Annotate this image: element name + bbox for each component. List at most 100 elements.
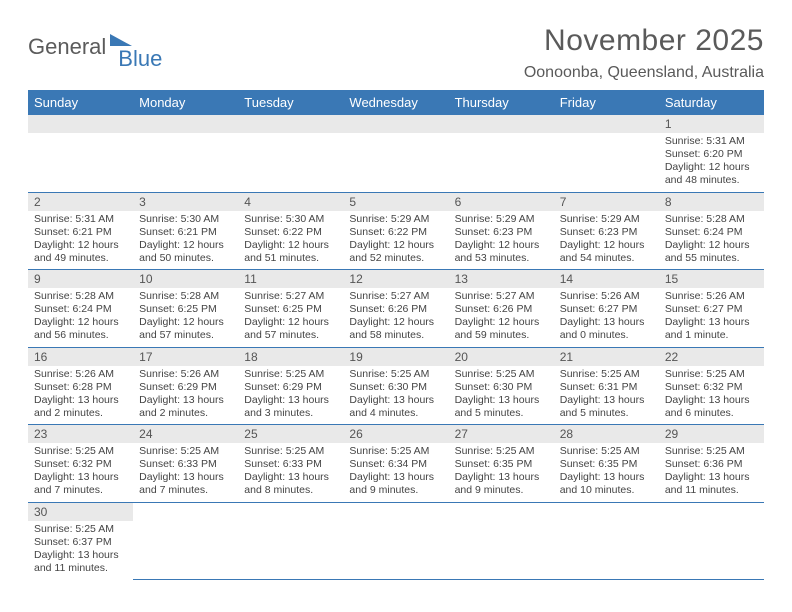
day-number: 25 xyxy=(238,425,343,443)
day-details: Sunrise: 5:28 AMSunset: 6:25 PMDaylight:… xyxy=(133,288,238,347)
day-number: 21 xyxy=(554,348,659,366)
day-number: 22 xyxy=(659,348,764,366)
calendar-cell: 24Sunrise: 5:25 AMSunset: 6:33 PMDayligh… xyxy=(133,425,238,503)
calendar-cell xyxy=(449,115,554,192)
calendar-cell xyxy=(343,115,448,192)
day-details: Sunrise: 5:25 AMSunset: 6:37 PMDaylight:… xyxy=(28,521,133,580)
day-details: Sunrise: 5:25 AMSunset: 6:34 PMDaylight:… xyxy=(343,443,448,502)
calendar-cell: 13Sunrise: 5:27 AMSunset: 6:26 PMDayligh… xyxy=(449,270,554,348)
calendar-cell xyxy=(554,115,659,192)
day-details: Sunrise: 5:25 AMSunset: 6:36 PMDaylight:… xyxy=(659,443,764,502)
calendar-cell xyxy=(238,115,343,192)
weekday-header-row: SundayMondayTuesdayWednesdayThursdayFrid… xyxy=(28,90,764,115)
day-number: 23 xyxy=(28,425,133,443)
day-number: 8 xyxy=(659,193,764,211)
calendar-cell: 2Sunrise: 5:31 AMSunset: 6:21 PMDaylight… xyxy=(28,192,133,270)
weekday-header: Sunday xyxy=(28,90,133,115)
brand-part2: Blue xyxy=(118,46,162,72)
calendar-cell: 12Sunrise: 5:27 AMSunset: 6:26 PMDayligh… xyxy=(343,270,448,348)
calendar-cell: 22Sunrise: 5:25 AMSunset: 6:32 PMDayligh… xyxy=(659,347,764,425)
day-number: 3 xyxy=(133,193,238,211)
day-details: Sunrise: 5:29 AMSunset: 6:23 PMDaylight:… xyxy=(449,211,554,270)
brand-logo: General Blue xyxy=(28,32,156,61)
day-number: 7 xyxy=(554,193,659,211)
day-number: 12 xyxy=(343,270,448,288)
calendar-cell xyxy=(554,502,659,579)
calendar-row: 16Sunrise: 5:26 AMSunset: 6:28 PMDayligh… xyxy=(28,347,764,425)
day-details: Sunrise: 5:25 AMSunset: 6:31 PMDaylight:… xyxy=(554,366,659,425)
calendar-row: 9Sunrise: 5:28 AMSunset: 6:24 PMDaylight… xyxy=(28,270,764,348)
weekday-header: Thursday xyxy=(449,90,554,115)
calendar-cell xyxy=(449,502,554,579)
calendar-cell: 17Sunrise: 5:26 AMSunset: 6:29 PMDayligh… xyxy=(133,347,238,425)
day-number: 27 xyxy=(449,425,554,443)
calendar-cell: 25Sunrise: 5:25 AMSunset: 6:33 PMDayligh… xyxy=(238,425,343,503)
day-number: 28 xyxy=(554,425,659,443)
calendar-cell: 10Sunrise: 5:28 AMSunset: 6:25 PMDayligh… xyxy=(133,270,238,348)
calendar-cell xyxy=(238,502,343,579)
day-number: 20 xyxy=(449,348,554,366)
calendar-cell: 11Sunrise: 5:27 AMSunset: 6:25 PMDayligh… xyxy=(238,270,343,348)
calendar-cell: 8Sunrise: 5:28 AMSunset: 6:24 PMDaylight… xyxy=(659,192,764,270)
calendar-cell: 29Sunrise: 5:25 AMSunset: 6:36 PMDayligh… xyxy=(659,425,764,503)
day-number: 16 xyxy=(28,348,133,366)
day-details: Sunrise: 5:25 AMSunset: 6:30 PMDaylight:… xyxy=(343,366,448,425)
day-details: Sunrise: 5:25 AMSunset: 6:35 PMDaylight:… xyxy=(554,443,659,502)
day-details: Sunrise: 5:25 AMSunset: 6:33 PMDaylight:… xyxy=(238,443,343,502)
day-number: 10 xyxy=(133,270,238,288)
calendar-cell: 18Sunrise: 5:25 AMSunset: 6:29 PMDayligh… xyxy=(238,347,343,425)
day-number: 11 xyxy=(238,270,343,288)
day-number: 13 xyxy=(449,270,554,288)
day-number: 9 xyxy=(28,270,133,288)
calendar-cell xyxy=(659,502,764,579)
day-details: Sunrise: 5:31 AMSunset: 6:20 PMDaylight:… xyxy=(659,133,764,192)
calendar-cell: 3Sunrise: 5:30 AMSunset: 6:21 PMDaylight… xyxy=(133,192,238,270)
day-details: Sunrise: 5:25 AMSunset: 6:32 PMDaylight:… xyxy=(28,443,133,502)
day-details: Sunrise: 5:28 AMSunset: 6:24 PMDaylight:… xyxy=(659,211,764,270)
day-details: Sunrise: 5:31 AMSunset: 6:21 PMDaylight:… xyxy=(28,211,133,270)
day-number: 30 xyxy=(28,503,133,521)
header: General Blue November 2025 Oonoonba, Que… xyxy=(28,24,764,82)
day-number: 6 xyxy=(449,193,554,211)
page-title: November 2025 xyxy=(524,24,764,58)
calendar-cell xyxy=(133,502,238,579)
day-details: Sunrise: 5:25 AMSunset: 6:29 PMDaylight:… xyxy=(238,366,343,425)
day-number: 1 xyxy=(659,115,764,133)
weekday-header: Friday xyxy=(554,90,659,115)
calendar-cell: 28Sunrise: 5:25 AMSunset: 6:35 PMDayligh… xyxy=(554,425,659,503)
day-details: Sunrise: 5:27 AMSunset: 6:26 PMDaylight:… xyxy=(449,288,554,347)
day-details: Sunrise: 5:30 AMSunset: 6:22 PMDaylight:… xyxy=(238,211,343,270)
calendar-cell xyxy=(133,115,238,192)
day-details: Sunrise: 5:30 AMSunset: 6:21 PMDaylight:… xyxy=(133,211,238,270)
calendar-row: 23Sunrise: 5:25 AMSunset: 6:32 PMDayligh… xyxy=(28,425,764,503)
calendar-table: SundayMondayTuesdayWednesdayThursdayFrid… xyxy=(28,90,764,580)
day-number: 24 xyxy=(133,425,238,443)
day-details: Sunrise: 5:27 AMSunset: 6:26 PMDaylight:… xyxy=(343,288,448,347)
day-number: 18 xyxy=(238,348,343,366)
day-details: Sunrise: 5:27 AMSunset: 6:25 PMDaylight:… xyxy=(238,288,343,347)
calendar-row: 2Sunrise: 5:31 AMSunset: 6:21 PMDaylight… xyxy=(28,192,764,270)
day-details: Sunrise: 5:29 AMSunset: 6:22 PMDaylight:… xyxy=(343,211,448,270)
weekday-header: Monday xyxy=(133,90,238,115)
day-details: Sunrise: 5:26 AMSunset: 6:28 PMDaylight:… xyxy=(28,366,133,425)
day-number: 29 xyxy=(659,425,764,443)
calendar-cell: 14Sunrise: 5:26 AMSunset: 6:27 PMDayligh… xyxy=(554,270,659,348)
day-number: 14 xyxy=(554,270,659,288)
day-number: 17 xyxy=(133,348,238,366)
day-details: Sunrise: 5:26 AMSunset: 6:29 PMDaylight:… xyxy=(133,366,238,425)
calendar-cell: 21Sunrise: 5:25 AMSunset: 6:31 PMDayligh… xyxy=(554,347,659,425)
day-number: 5 xyxy=(343,193,448,211)
weekday-header: Tuesday xyxy=(238,90,343,115)
calendar-cell: 27Sunrise: 5:25 AMSunset: 6:35 PMDayligh… xyxy=(449,425,554,503)
calendar-cell: 9Sunrise: 5:28 AMSunset: 6:24 PMDaylight… xyxy=(28,270,133,348)
day-number: 2 xyxy=(28,193,133,211)
calendar-cell: 1Sunrise: 5:31 AMSunset: 6:20 PMDaylight… xyxy=(659,115,764,192)
weekday-header: Wednesday xyxy=(343,90,448,115)
day-details: Sunrise: 5:26 AMSunset: 6:27 PMDaylight:… xyxy=(659,288,764,347)
calendar-row: 1Sunrise: 5:31 AMSunset: 6:20 PMDaylight… xyxy=(28,115,764,192)
location-label: Oonoonba, Queensland, Australia xyxy=(524,64,764,82)
day-details: Sunrise: 5:25 AMSunset: 6:33 PMDaylight:… xyxy=(133,443,238,502)
calendar-cell: 4Sunrise: 5:30 AMSunset: 6:22 PMDaylight… xyxy=(238,192,343,270)
day-number: 26 xyxy=(343,425,448,443)
day-number: 15 xyxy=(659,270,764,288)
